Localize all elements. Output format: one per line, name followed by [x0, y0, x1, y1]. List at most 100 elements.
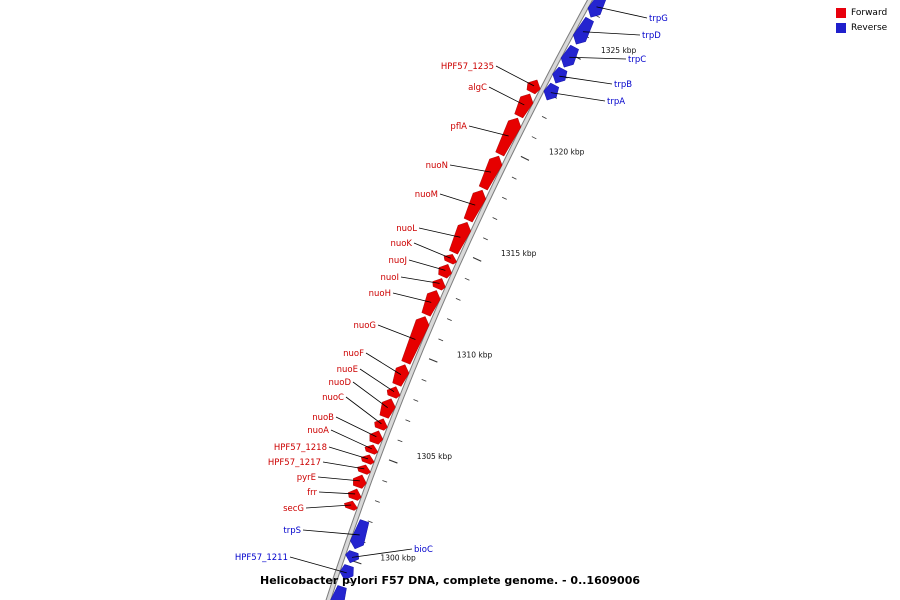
legend-label-forward: Forward: [851, 8, 888, 18]
scale-tick-minor: [511, 176, 517, 180]
gene-feature-HPF57_1211: [339, 564, 354, 581]
gene-label-pflA: pflA: [450, 122, 467, 132]
gene-label-nuoL: nuoL: [396, 224, 417, 234]
gene-feature-trpD: [573, 16, 594, 45]
scale-tick-major: [428, 358, 438, 363]
scale-label: 1305 kbp: [417, 452, 453, 461]
label-line-nuoE: [359, 368, 395, 392]
gene-label-HPF57_1211: HPF57_1211: [235, 553, 288, 563]
scale-tick-minor: [397, 439, 403, 443]
gene-label-trpA: trpA: [607, 97, 625, 107]
legend: Forward Reverse: [836, 8, 887, 33]
gene-feature-trpS: [350, 519, 370, 550]
scale-tick-minor: [405, 419, 411, 422]
genome-backbone: [325, 0, 593, 600]
gene-label-HPF57_1217: HPF57_1217: [268, 458, 321, 468]
gene-label-nuoN: nuoN: [426, 161, 448, 171]
gene-label-nuoF: nuoF: [343, 349, 364, 359]
label-line-nuoM: [439, 193, 476, 206]
scale-label: 1315 kbp: [501, 249, 537, 258]
gene-feature-HPF57_1235: [526, 79, 541, 95]
gene-label-HPF57_1235: HPF57_1235: [441, 62, 494, 72]
gene-feature-pflA: [495, 117, 522, 157]
gene-label-trpC: trpC: [628, 55, 646, 65]
gene-feature-trpA: [543, 82, 560, 101]
label-line-algC: [488, 86, 525, 106]
scale-label: 1300 kbp: [380, 554, 416, 563]
gene-feature-frr: [347, 488, 362, 501]
label-line-nuoB: [335, 416, 377, 438]
scale-tick-major: [520, 155, 530, 161]
label-line-HPF57_1211: [289, 556, 347, 574]
label-line-secG: [305, 504, 352, 509]
label-line-nuoH: [392, 292, 432, 303]
scale-tick-minor: [531, 136, 537, 140]
legend-item-forward: Forward: [836, 8, 887, 18]
label-line-nuoD: [352, 381, 388, 409]
label-line-trpD: [582, 31, 641, 36]
scale-tick-major: [472, 257, 482, 262]
gene-label-nuoH: nuoH: [369, 289, 391, 299]
scale-tick-minor: [421, 378, 427, 382]
gene-label-frr: frr: [307, 488, 317, 498]
gene-feature-nuoK: [443, 254, 458, 265]
label-line-trpB: [559, 75, 613, 85]
gene-label-HPF57_1218: HPF57_1218: [274, 443, 327, 453]
scale-tick-minor: [438, 338, 444, 342]
label-line-nuoJ: [408, 259, 446, 271]
map-title: Helicobacter pylori F57 DNA, complete ge…: [259, 574, 640, 587]
legend-label-reverse: Reverse: [851, 23, 888, 33]
label-line-HPF57_1218: [328, 446, 369, 460]
label-line-nuoA: [330, 429, 372, 450]
gene-label-trpB: trpB: [614, 80, 632, 90]
gene-label-nuoK: nuoK: [390, 239, 412, 249]
label-line-nuoG: [377, 324, 416, 340]
gene-feature-secG: [344, 500, 358, 511]
label-line-trpA: [550, 92, 606, 102]
gene-label-trpS: trpS: [283, 526, 301, 536]
label-line-nuoL: [418, 227, 461, 238]
gene-label-nuoA: nuoA: [307, 426, 329, 436]
scale-label: 1320 kbp: [549, 148, 585, 157]
label-line-nuoK: [413, 242, 451, 259]
gene-feature-nuoM: [463, 189, 487, 223]
scale-tick-minor: [367, 520, 373, 523]
scale-tick-minor: [483, 237, 488, 241]
scale-label: 1325 kbp: [601, 46, 637, 55]
label-line-HPF57_1235: [495, 65, 535, 87]
gene-label-trpD: trpD: [642, 31, 661, 41]
scale-label: 1310 kbp: [457, 351, 493, 360]
scale-tick-minor: [413, 399, 419, 402]
gene-feature-nuoD: [379, 398, 396, 419]
scale-tick-minor: [346, 581, 352, 584]
gene-feature-pyrE: [353, 474, 367, 489]
gene-label-secG: secG: [283, 504, 304, 514]
gene-label-nuoJ: nuoJ: [389, 256, 407, 266]
gene-feature-trpB: [552, 66, 568, 84]
scale-tick-minor: [464, 277, 470, 281]
legend-swatch-forward: [836, 8, 846, 18]
gene-label-trpG: trpG: [649, 14, 668, 24]
gene-feature-trpG: [587, 0, 606, 18]
label-line-frr: [318, 491, 356, 495]
scale-tick-minor: [374, 500, 380, 503]
label-line-trpG: [596, 6, 648, 19]
gene-feature-trpC: [560, 44, 579, 68]
gene-label-nuoG: nuoG: [353, 321, 376, 331]
label-line-HPF57_1217: [322, 461, 365, 470]
label-line-nuoF: [365, 352, 402, 375]
gene-feature-HPF57_1217: [357, 464, 371, 475]
gene-feature-HPF57_1218: [360, 454, 375, 465]
label-line-trpC: [569, 56, 627, 60]
gene-label-algC: algC: [468, 83, 487, 93]
label-line-nuoI: [400, 276, 440, 284]
scale-tick-major: [352, 560, 362, 565]
gene-label-nuoI: nuoI: [381, 273, 399, 283]
scale-tick-minor: [541, 115, 547, 119]
gene-feature-nuoH: [421, 290, 441, 317]
gene-feature: [330, 585, 347, 600]
scale-tick-minor: [455, 298, 461, 301]
gene-feature-nuoB: [369, 430, 384, 445]
